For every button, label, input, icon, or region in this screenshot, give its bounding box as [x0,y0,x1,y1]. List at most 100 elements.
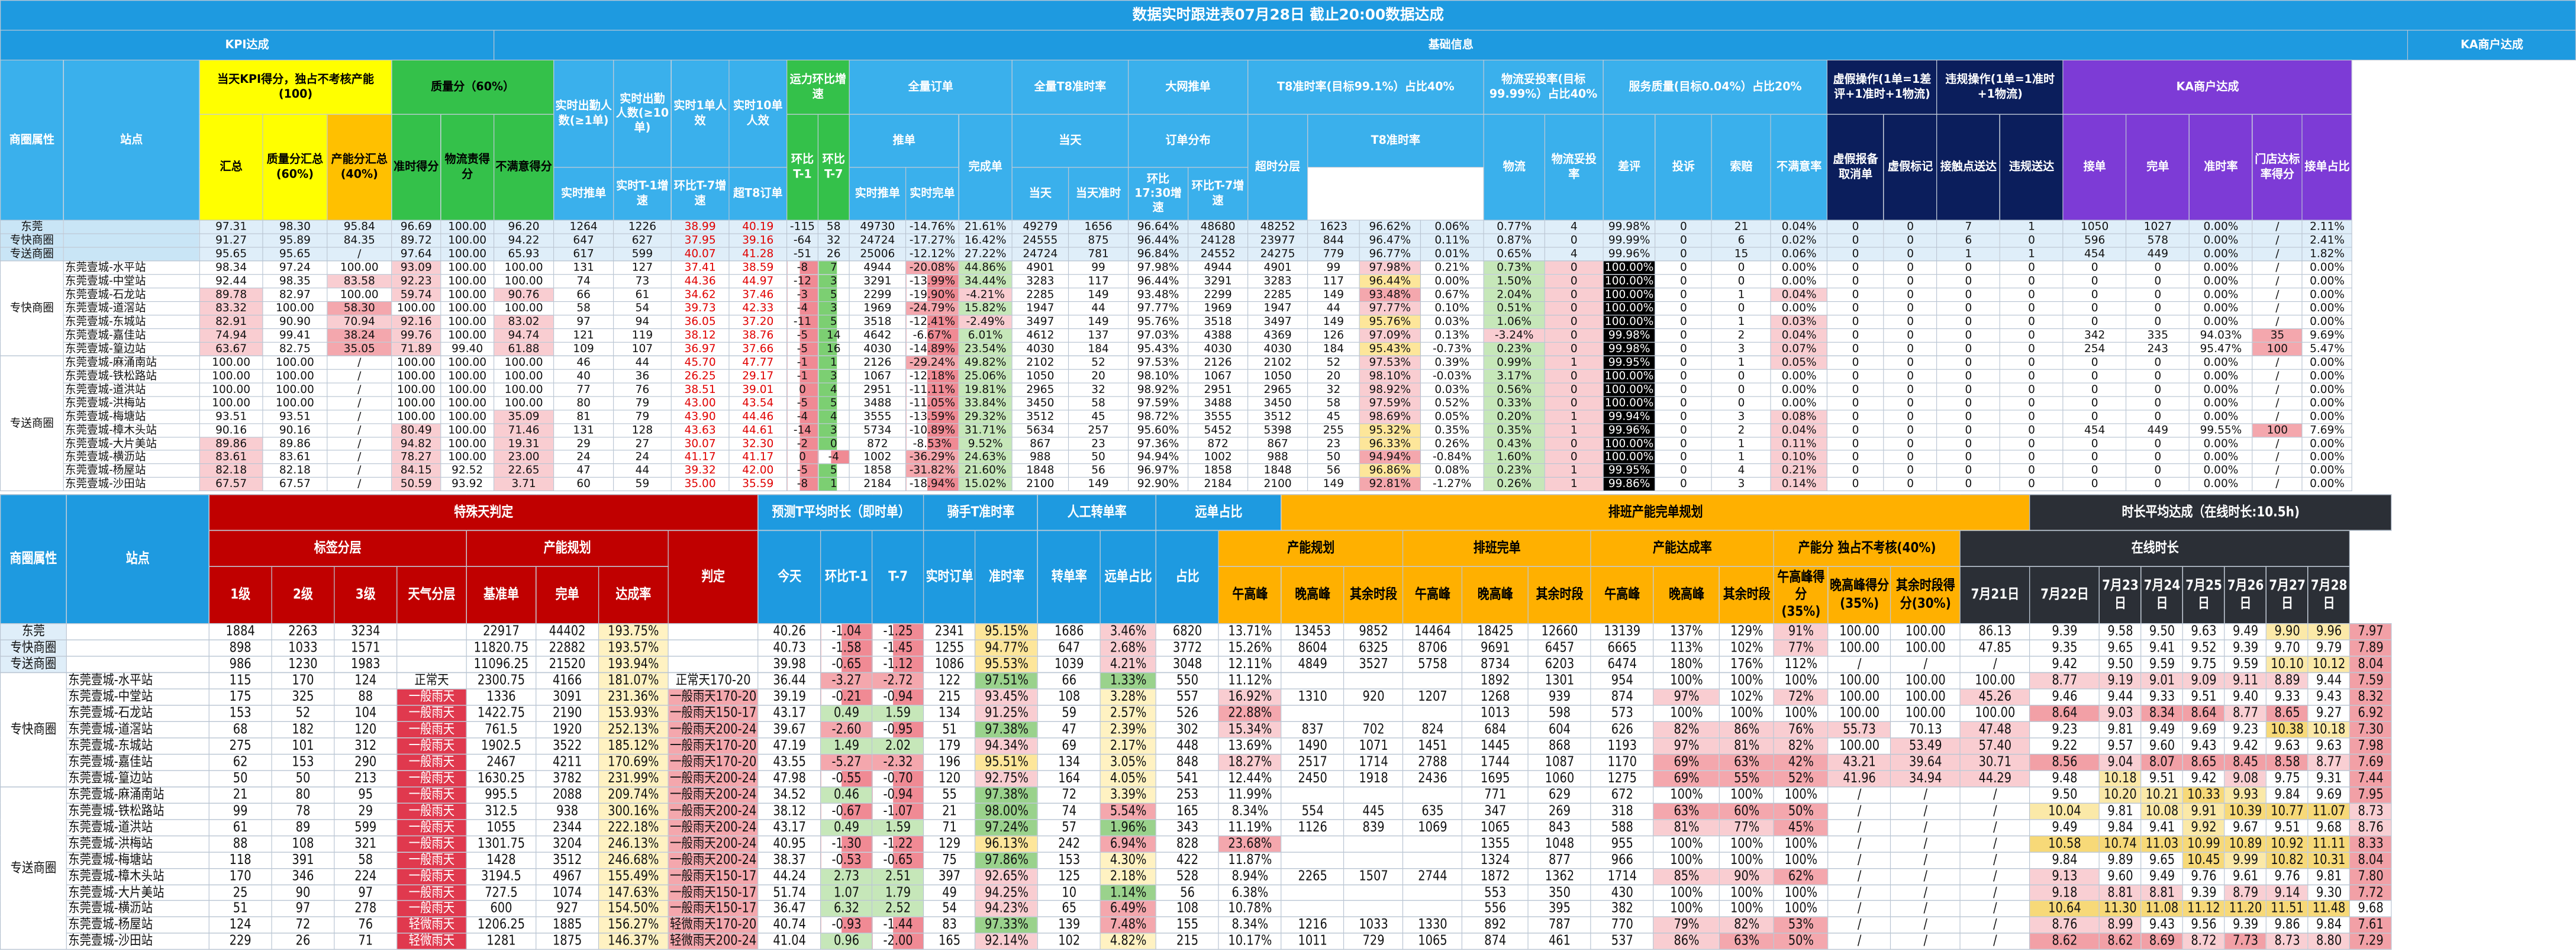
table-cell: 149 [1068,287,1129,302]
table-cell: 15 [1711,247,1772,262]
group-header: 人工转单率 [1037,494,1157,531]
table-cell [396,639,467,657]
table-cell: 轻微雨天170-20 [668,917,759,934]
table-cell: 0 [1883,301,1937,315]
table-cell: 25 [208,884,272,901]
table-cell: 9.39 [2224,639,2267,657]
table-cell: -2 [786,436,818,451]
table-cell: 10.82 [2266,851,2309,869]
table-cell: 588 [1590,818,1654,836]
table-cell: 90.16 [199,423,263,437]
table-cell: 149 [1307,314,1360,329]
table-cell: 874 [1462,933,1529,950]
table-cell: 9.39 [2029,623,2100,640]
table-cell: 71 [334,933,398,950]
table-cell: 0 [2000,274,2064,289]
table-cell: 126 [1307,328,1360,343]
table-cell: 29 [553,436,614,451]
table-cell: 42.33 [728,301,788,315]
table-cell: 6.01% [958,328,1013,343]
table-cell: 119 [613,328,672,343]
table-cell: 0 [1544,301,1604,315]
table-cell: 215 [923,688,976,706]
table-cell: 1 [1711,314,1772,329]
table-cell: 95.32% [1359,423,1421,437]
table-cell: 100.00% [1603,287,1656,302]
table-row: 东莞壹城-篁边站 63.67 82.75 35.05 71.89 99.40 61.88 10… [1,341,2576,356]
table-cell: 0 [2062,450,2127,465]
table-cell: -8 [786,260,818,275]
table-cell: 8.33 [2349,835,2393,853]
table-cell: 4944 [849,260,907,275]
table-cell: 988 [1247,450,1308,465]
table-cell [1281,786,1345,804]
table-cell: -1.58 [820,639,873,657]
table-cell: 1858 [1188,463,1249,478]
table-cell: 97.51% [975,672,1039,689]
column-header: 环比T-1 [820,530,873,624]
table-cell: 21 [923,802,976,820]
table-cell: 874 [1590,688,1654,706]
group-header: T8准时率(目标99.1%）占比40% [1247,59,1484,115]
column-header: 其余时段 [1719,566,1775,624]
table-cell: -5 [786,396,818,411]
table-cell: 5 [817,314,850,329]
table-row: 东莞壹城-篁边站 50 50 213 一般雨天 1630.25 3782 231.99% 一般雨… [1,770,2433,787]
table-cell: 94.03% [2189,328,2253,343]
table-cell: 98.10% [1359,369,1421,383]
table-cell: 153 [1037,851,1101,869]
table-cell: 16.42% [958,233,1013,248]
table-cell: 0.11% [1420,233,1484,248]
table-cell: 50 [1068,450,1129,465]
table-cell: 98.69% [1359,409,1421,424]
column-header: 环比T-1 [786,114,818,221]
table-cell: 88 [334,688,398,706]
table-cell: 209.74% [598,786,669,804]
table-row: 东莞壹城-东城站 275 101 312 一般雨天 1902.5 3522 185.12% 一般… [1,737,2433,755]
table-cell: 92.23 [391,274,441,289]
table-cell: 2190 [536,704,599,722]
table-cell: 0.04% [1770,287,1828,302]
table-cell: 30.71 [1959,753,2030,771]
table-cell: 90% [1719,868,1775,885]
table-cell: 3291 [1188,274,1249,289]
table-cell: 0.00% [2189,396,2253,411]
table-cell: 4030 [1188,341,1249,356]
table-cell: 23977 [1247,233,1308,248]
table-cell: 一般雨天 [396,786,467,804]
table-cell: 0 [1827,409,1884,424]
table-cell: 1055 [466,818,537,836]
table-cell: 53% [1773,917,1829,934]
table-cell: 0 [1544,287,1604,302]
table-cell: 9.51 [2182,688,2225,706]
table-cell: 0.00% [1770,396,1828,411]
table-cell: 0 [1827,436,1884,451]
table-cell: 0.00% [2301,260,2353,275]
table-cell: 0.77% [1483,220,1545,234]
table-cell: 98.72% [1127,409,1189,424]
table-row: 东莞壹城-石龙站 153 52 104 一般雨天 1422.75 2190 153.93% 一般… [1,704,2433,722]
table-cell: 0.00% [2189,463,2253,478]
column-header: 物流责得分 [440,114,495,221]
column-header: 接单占比 [2301,114,2353,221]
table-cell: 52 [271,704,335,722]
table-cell: 11.03 [2140,835,2184,853]
table-cell: 44 [1307,301,1360,315]
table-cell: 58 [817,220,850,234]
table-cell: 115 [208,672,272,689]
column-header: 天气分层 [396,566,467,624]
table-cell: / [2252,463,2303,478]
table-cell: 9.44 [2099,688,2142,706]
table-cell: 7.44 [2349,770,2393,787]
station-name: 东莞壹城-沙田站 [66,933,209,950]
table-cell: 4 [817,382,850,397]
station-name: 东莞壹城-石龙站 [66,704,209,722]
table-cell: 672 [1590,786,1654,804]
table-cell: -3 [786,287,818,302]
table-cell: 90.16 [262,423,328,437]
table-cell: 37.41 [670,260,730,275]
table-cell: 100.00 [327,260,392,275]
table-cell: 175 [208,688,272,706]
table-cell: 3555 [849,409,907,424]
table-cell: 8.56 [2029,753,2100,771]
